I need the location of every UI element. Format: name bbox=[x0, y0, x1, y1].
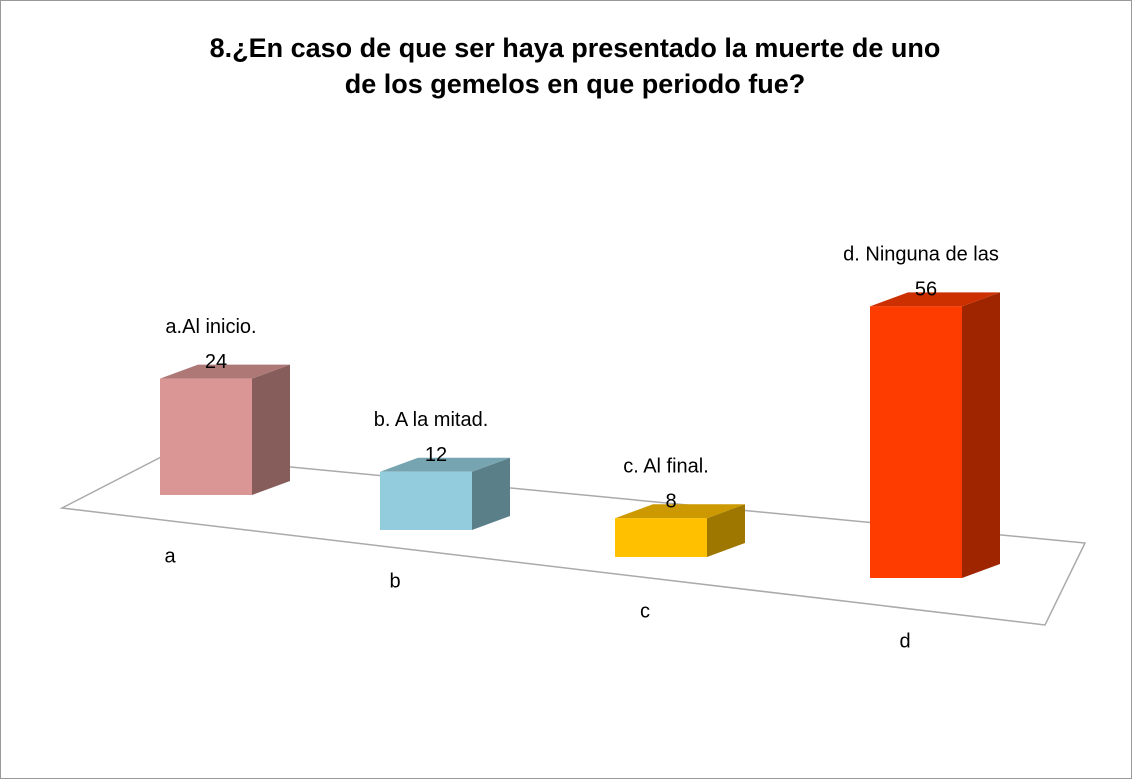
bar-top bbox=[615, 504, 745, 519]
x-tick-label: d bbox=[899, 630, 910, 652]
bar bbox=[870, 306, 962, 578]
bar-top bbox=[380, 457, 510, 472]
bar-side bbox=[707, 504, 745, 557]
x-tick-label: a bbox=[164, 545, 176, 567]
bar-side bbox=[472, 457, 510, 530]
data-label: 8 bbox=[665, 490, 676, 512]
x-tick-label: b bbox=[389, 570, 400, 592]
bar bbox=[160, 378, 252, 495]
bar-annotation: d. Ninguna de las bbox=[843, 244, 999, 266]
bar-side bbox=[252, 364, 290, 495]
bar-top bbox=[870, 292, 1000, 307]
chart-title: 8.¿En caso de que ser haya presentado la… bbox=[210, 33, 941, 63]
data-label: 24 bbox=[205, 351, 227, 373]
bar-annotation: a.Al inicio. bbox=[165, 316, 256, 338]
bar-annotation: c. Al final. bbox=[623, 455, 709, 477]
bar bbox=[615, 518, 707, 557]
bar-top bbox=[160, 364, 290, 379]
data-label: 12 bbox=[425, 444, 447, 466]
x-tick-label: c bbox=[640, 600, 650, 622]
chart-title: de los gemelos en que periodo fue? bbox=[345, 69, 806, 99]
bar-annotation: b. A la mitad. bbox=[374, 409, 489, 431]
data-label: 56 bbox=[915, 279, 937, 301]
floor bbox=[59, 454, 1087, 626]
bar bbox=[380, 471, 472, 530]
bar-side bbox=[962, 292, 1000, 578]
